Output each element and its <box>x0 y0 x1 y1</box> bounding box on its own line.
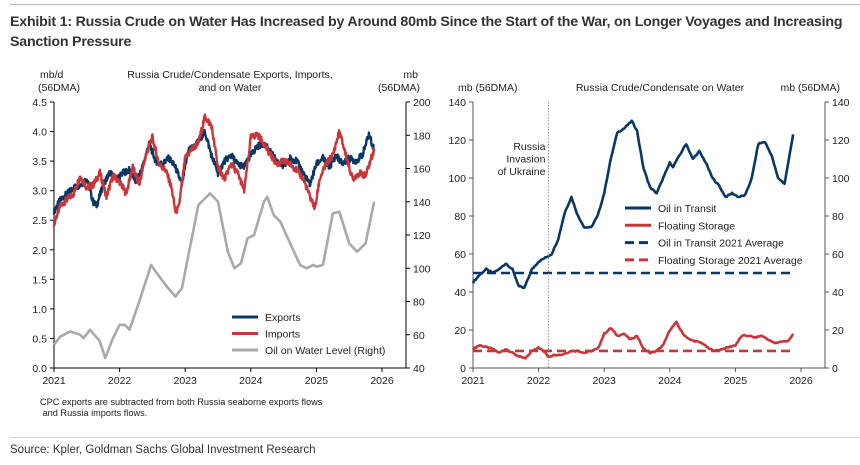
x-tick-label: 2026 <box>789 375 813 387</box>
legend-label: Oil in Transit <box>658 203 716 215</box>
y-tick-label: 2.5 <box>32 215 47 227</box>
right-chart-left-ylabel: mb (56DMA) <box>458 82 518 94</box>
left-ylabel-line2: (56DMA) <box>38 82 80 94</box>
y2-tick-label: 80 <box>832 211 844 223</box>
y-tick-label: 1.5 <box>32 274 47 286</box>
y-tick-label: 0.5 <box>32 333 47 345</box>
right-chart-right-ylabel: mb (56DMA) <box>780 82 840 94</box>
y-tick-label: 1.0 <box>32 304 47 316</box>
y2-tick-label: 180 <box>413 130 430 142</box>
on-water-chart: mb (56DMA) Russia Crude/Condensate on Wa… <box>448 82 850 387</box>
x-tick-label: 2026 <box>370 375 394 387</box>
source-text: Source: Kpler, Goldman Sachs Global Inve… <box>10 444 316 456</box>
y-tick-label: 3.5 <box>32 156 47 168</box>
y2-tick-label: 140 <box>413 197 430 209</box>
y-tick-label: 0.0 <box>32 363 47 375</box>
legend-label: Floating Storage <box>658 220 735 232</box>
legend-label: Oil on Water Level (Right) <box>265 345 385 357</box>
left-ylabel-line1: mb/d <box>40 69 64 81</box>
footnote: CPC exports are subtracted from both Rus… <box>40 397 323 418</box>
left-chart-title-line2: and on Water <box>199 82 262 94</box>
y2-tick-label: 40 <box>413 363 425 375</box>
series-line-floating-storage <box>471 320 795 360</box>
legend-label: Oil in Transit 2021 Average <box>658 238 784 250</box>
x-tick-label: 2023 <box>593 375 617 387</box>
x-tick-label: 2023 <box>174 375 198 387</box>
y-tick-label: 140 <box>448 97 466 109</box>
left-chart-title-line1: Russia Crude/Condensate Exports, Imports… <box>127 69 332 81</box>
legend-label: Floating Storage 2021 Average <box>658 255 803 267</box>
x-tick-label: 2025 <box>305 375 329 387</box>
legend-label: Exports <box>265 312 301 324</box>
y-tick-label: 120 <box>448 135 466 147</box>
y2-tick-label: 80 <box>413 297 425 309</box>
y2-tick-label: 0 <box>832 363 838 375</box>
y2-tick-label: 120 <box>832 135 850 147</box>
exhibit-title: Exhibit 1: Russia Crude on Water Has Inc… <box>10 14 843 50</box>
y-tick-label: 3.0 <box>32 186 47 198</box>
legend-label: Imports <box>265 329 300 341</box>
y2-tick-label: 200 <box>413 97 430 109</box>
y2-tick-label: 60 <box>832 249 844 261</box>
invasion-annotation-text: Russia <box>513 141 545 153</box>
series-line-imports <box>52 113 376 227</box>
y-tick-label: 80 <box>454 211 466 223</box>
y-tick-label: 0 <box>460 363 466 375</box>
y-tick-label: 40 <box>454 287 466 299</box>
y2-tick-label: 60 <box>413 330 425 342</box>
y-tick-label: 100 <box>448 173 466 185</box>
x-tick-label: 2022 <box>108 375 132 387</box>
y2-tick-label: 20 <box>832 325 844 337</box>
x-tick-label: 2024 <box>658 375 682 387</box>
right-chart-title: Russia Crude/Condensate on Water <box>576 82 745 94</box>
y-tick-label: 4.5 <box>32 97 47 109</box>
y2-tick-label: 100 <box>413 263 430 275</box>
y2-tick-label: 40 <box>832 287 844 299</box>
invasion-annotation-text: of Ukraine <box>498 166 546 178</box>
y-tick-label: 2.0 <box>32 245 47 257</box>
right-ylabel-line1: mb <box>403 69 418 81</box>
y-tick-label: 60 <box>454 249 466 261</box>
invasion-annotation-text: Invasion <box>506 154 545 166</box>
source-rule <box>10 437 860 438</box>
x-tick-label: 2024 <box>239 375 263 387</box>
series-line-oil-in-transit <box>471 119 795 290</box>
x-tick-label: 2021 <box>42 375 66 387</box>
y-tick-label: 4.0 <box>32 127 47 139</box>
y2-tick-label: 120 <box>413 230 430 242</box>
series-line-oil-on-water-level-right <box>52 192 376 360</box>
top-rule <box>10 4 860 5</box>
y-tick-label: 20 <box>454 325 466 337</box>
series-line-exports <box>52 128 376 215</box>
y2-tick-label: 160 <box>413 164 430 176</box>
x-tick-label: 2021 <box>461 375 485 387</box>
y2-tick-label: 140 <box>832 97 850 109</box>
right-ylabel-line2: (56DMA) <box>378 82 420 94</box>
exports-imports-chart: mb/d (56DMA) Russia Crude/Condensate Exp… <box>32 69 430 387</box>
x-tick-label: 2025 <box>724 375 748 387</box>
x-tick-label: 2022 <box>527 375 551 387</box>
y2-tick-label: 100 <box>832 173 850 185</box>
